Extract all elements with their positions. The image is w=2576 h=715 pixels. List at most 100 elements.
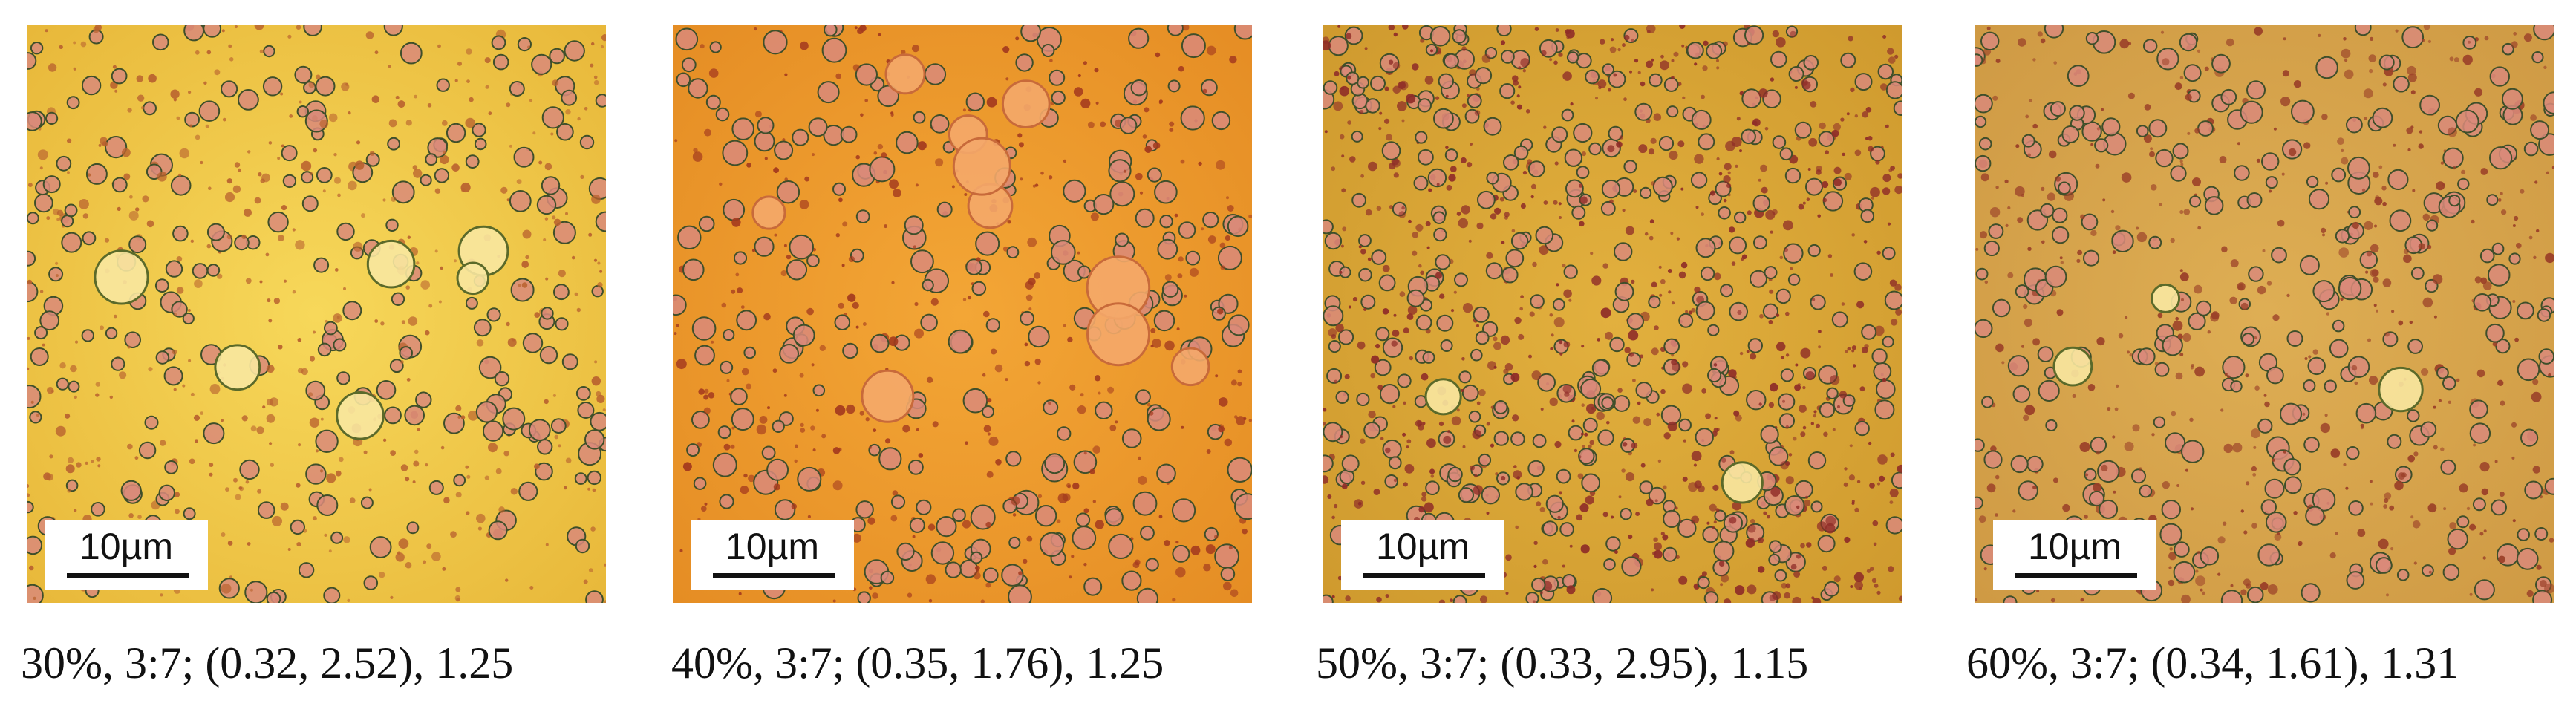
droplet — [27, 52, 37, 70]
droplet — [380, 321, 385, 326]
droplet — [391, 196, 397, 202]
droplet — [221, 419, 224, 422]
droplet — [128, 235, 147, 254]
droplet — [397, 100, 405, 108]
droplet — [188, 91, 192, 94]
droplet — [1877, 454, 1888, 465]
droplet — [2403, 249, 2410, 255]
droplet — [2320, 422, 2330, 434]
droplet — [2223, 443, 2233, 454]
droplet — [428, 304, 433, 308]
droplet — [466, 511, 470, 515]
droplet — [2185, 94, 2192, 101]
droplet — [1631, 279, 1635, 284]
droplet — [1066, 483, 1071, 488]
droplet — [1653, 537, 1658, 542]
droplet — [1248, 214, 1252, 218]
droplet — [918, 453, 924, 458]
droplet — [2118, 333, 2124, 339]
droplet — [1600, 307, 1611, 319]
droplet — [129, 195, 133, 199]
droplet — [1475, 330, 1490, 345]
droplet — [1435, 272, 1442, 279]
droplet — [824, 25, 838, 37]
droplet — [441, 120, 448, 126]
droplet — [46, 216, 50, 221]
droplet — [1049, 59, 1053, 62]
droplet — [1737, 310, 1742, 315]
droplet — [896, 542, 915, 561]
droplet — [2185, 468, 2188, 472]
droplet — [1803, 55, 1819, 71]
droplet — [2165, 432, 2186, 454]
droplet — [1805, 371, 1815, 381]
droplet — [1189, 267, 1199, 277]
droplet — [1338, 67, 1342, 71]
droplet — [1747, 338, 1763, 353]
droplet — [1202, 88, 1207, 94]
droplet — [1135, 172, 1143, 180]
droplet — [2257, 418, 2273, 434]
droplet — [1854, 73, 1873, 91]
droplet — [1676, 237, 1680, 241]
droplet — [867, 517, 875, 525]
droplet — [1716, 66, 1720, 70]
droplet — [1741, 128, 1756, 145]
droplet — [1776, 288, 1791, 304]
droplet — [390, 595, 394, 600]
droplet — [1670, 232, 1674, 235]
droplet — [1344, 26, 1363, 45]
droplet — [691, 316, 717, 341]
droplet — [708, 68, 719, 78]
droplet — [154, 278, 169, 293]
droplet — [1601, 179, 1621, 199]
droplet — [343, 287, 346, 290]
droplet — [1635, 512, 1640, 516]
droplet — [2361, 188, 2366, 192]
droplet — [2056, 309, 2064, 316]
droplet — [1324, 232, 1343, 250]
droplet — [1686, 42, 1704, 59]
droplet — [1388, 59, 1394, 65]
droplet — [1002, 46, 1010, 53]
droplet — [353, 241, 363, 252]
droplet — [1660, 60, 1669, 71]
droplet — [792, 128, 809, 146]
droplet — [1237, 369, 1242, 374]
droplet — [767, 406, 770, 410]
droplet — [2041, 186, 2045, 191]
droplet — [34, 193, 53, 213]
droplet — [1776, 37, 1786, 48]
droplet — [807, 515, 811, 519]
droplet — [335, 470, 342, 477]
droplet — [1694, 62, 1698, 66]
droplet — [2474, 276, 2482, 284]
droplet — [2403, 254, 2412, 264]
droplet — [2427, 503, 2437, 513]
droplet — [602, 408, 606, 412]
droplet — [1882, 35, 1887, 39]
droplet — [1701, 388, 1706, 394]
droplet — [2394, 480, 2404, 491]
droplet — [970, 551, 983, 564]
droplet — [1513, 465, 1517, 468]
droplet — [328, 549, 332, 553]
droplet — [884, 224, 888, 229]
droplet — [2089, 490, 2105, 507]
droplet — [105, 327, 118, 339]
droplet — [1034, 272, 1041, 279]
droplet — [1077, 74, 1081, 78]
droplet — [1759, 313, 1764, 319]
droplet — [1447, 430, 1451, 434]
droplet — [257, 489, 262, 494]
droplet — [2168, 552, 2177, 561]
droplet — [1467, 93, 1482, 108]
droplet — [413, 460, 420, 467]
droplet — [1527, 160, 1545, 178]
droplet — [1868, 136, 1873, 141]
droplet — [450, 531, 457, 538]
droplet — [591, 195, 601, 204]
droplet — [700, 44, 705, 49]
droplet — [2373, 304, 2377, 307]
droplet — [1894, 186, 1902, 195]
